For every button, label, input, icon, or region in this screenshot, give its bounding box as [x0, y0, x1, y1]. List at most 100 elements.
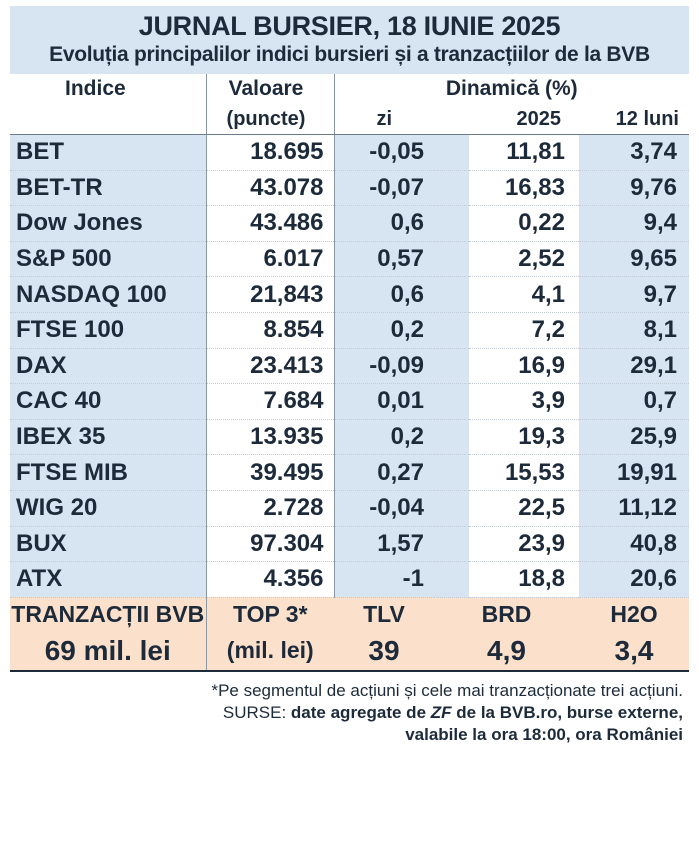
bvb-section: TRANZACȚII BVB TOP 3* TLV BRD H2O 69 mil… [10, 597, 689, 672]
sources-part1: date agregate de [290, 702, 431, 722]
change-12-months: 9,4 [579, 205, 689, 242]
top3-label: TOP 3* [205, 597, 334, 632]
header-zi: zi [334, 104, 434, 135]
index-value: 4.356 [205, 561, 335, 598]
index-name: CAC 40 [10, 383, 206, 420]
index-name: FTSE MIB [10, 454, 206, 491]
change-day: -0,07 [334, 170, 434, 207]
change-2025: 16,9 [469, 348, 579, 385]
header-blank [10, 104, 206, 135]
spacer [434, 134, 469, 171]
change-2025: 23,9 [469, 526, 579, 563]
change-2025: 22,5 [469, 490, 579, 527]
notes: *Pe segmentul de acțiuni și cele mai tra… [10, 680, 689, 746]
index-name: FTSE 100 [10, 312, 206, 349]
index-name: ATX [10, 561, 206, 598]
table-row: DAX 23.413 -0,09 16,9 29,1 [10, 348, 689, 385]
index-value: 39.495 [205, 454, 335, 491]
change-12-months: 20,6 [579, 561, 689, 598]
top3-unit: (mil. lei) [205, 631, 334, 672]
title-box: JURNAL BURSIER, 18 IUNIE 2025 Evoluția p… [10, 6, 689, 74]
spacer [434, 241, 469, 278]
change-2025: 2,52 [469, 241, 579, 278]
stock-journal-panel: JURNAL BURSIER, 18 IUNIE 2025 Evoluția p… [10, 6, 689, 746]
change-day: -1 [334, 561, 434, 598]
change-day: 0,6 [334, 276, 434, 313]
spacer [434, 170, 469, 207]
spacer [434, 526, 469, 563]
change-2025: 7,2 [469, 312, 579, 349]
table-row: NASDAQ 100 21,843 0,6 4,1 9,7 [10, 276, 689, 313]
change-12-months: 25,9 [579, 419, 689, 456]
header-indice: Indice [65, 77, 126, 100]
change-12-months: 40,8 [579, 526, 689, 563]
index-name: S&P 500 [10, 241, 206, 278]
top3-value: 3,4 [579, 631, 689, 672]
index-value: 18.695 [205, 134, 335, 171]
change-day: 0,2 [334, 419, 434, 456]
change-day: -0,04 [334, 490, 434, 527]
header-puncte: (puncte) [205, 104, 335, 135]
bvb-row-top: TRANZACȚII BVB TOP 3* TLV BRD H2O [10, 597, 689, 632]
change-2025: 19,3 [469, 419, 579, 456]
index-name: BET [10, 134, 206, 171]
header-12-luni: 12 luni [579, 104, 689, 135]
bvb-label: TRANZACȚII BVB [10, 597, 206, 632]
change-2025: 18,8 [469, 561, 579, 598]
change-12-months: 9,76 [579, 170, 689, 207]
sources-part2: de la BVB.ro, burse externe, [451, 702, 683, 722]
index-name: Dow Jones [10, 205, 206, 242]
index-name: IBEX 35 [10, 419, 206, 456]
top3-ticker: H2O [579, 597, 689, 632]
change-12-months: 29,1 [579, 348, 689, 385]
index-value: 7.684 [205, 383, 335, 420]
table-row: Dow Jones 43.486 0,6 0,22 9,4 [10, 205, 689, 242]
index-value: 21,843 [205, 276, 335, 313]
spacer [434, 454, 469, 491]
table-row: BET-TR 43.078 -0,07 16,83 9,76 [10, 170, 689, 207]
sources-line-1: SURSE: date agregate de ZF de la BVB.ro,… [10, 702, 683, 724]
index-value: 43.078 [205, 170, 335, 207]
header-2025: 2025 [434, 104, 579, 135]
table-row: ATX 4.356 -1 18,8 20,6 [10, 561, 689, 598]
change-2025: 0,22 [469, 205, 579, 242]
top2-value: 4,9 [434, 631, 579, 672]
page-title: JURNAL BURSIER, 18 IUNIE 2025 [138, 11, 561, 41]
header-valoare: Valoare [205, 74, 335, 104]
change-12-months: 9,7 [579, 276, 689, 313]
table-row: IBEX 35 13.935 0,2 19,3 25,9 [10, 419, 689, 456]
top2-ticker: BRD [434, 597, 579, 632]
index-value: 6.017 [205, 241, 335, 278]
index-name: BUX [10, 526, 206, 563]
change-day: 0,27 [334, 454, 434, 491]
indices-table: Indice Valoare Dinamică (%) (puncte) zi … [10, 74, 689, 672]
change-day: 0,01 [334, 383, 434, 420]
index-value: 23.413 [205, 348, 335, 385]
sources-prefix: SURSE: [222, 702, 291, 722]
spacer [434, 419, 469, 456]
change-2025: 16,83 [469, 170, 579, 207]
header-dinamica: Dinamică (%) [445, 77, 578, 100]
spacer [434, 383, 469, 420]
top1-ticker: TLV [334, 597, 434, 632]
index-value: 13.935 [205, 419, 335, 456]
spacer [434, 312, 469, 349]
change-12-months: 8,1 [579, 312, 689, 349]
spacer [434, 348, 469, 385]
change-day: -0,05 [334, 134, 434, 171]
table-row: CAC 40 7.684 0,01 3,9 0,7 [10, 383, 689, 420]
change-12-months: 3,74 [579, 134, 689, 171]
sources-zf: ZF [430, 702, 452, 722]
spacer [434, 561, 469, 598]
change-12-months: 11,12 [579, 490, 689, 527]
change-12-months: 19,91 [579, 454, 689, 491]
change-12-months: 0,7 [579, 383, 689, 420]
top1-value: 39 [334, 631, 434, 672]
index-value: 8.854 [205, 312, 335, 349]
sources-line-2: valabile la ora 18:00, ora României [405, 724, 683, 744]
change-2025: 11,81 [469, 134, 579, 171]
index-name: BET-TR [10, 170, 206, 207]
table-row: BUX 97.304 1,57 23,9 40,8 [10, 526, 689, 563]
index-value: 2.728 [205, 490, 335, 527]
footnote: *Pe segmentul de acțiuni și cele mai tra… [211, 680, 683, 700]
